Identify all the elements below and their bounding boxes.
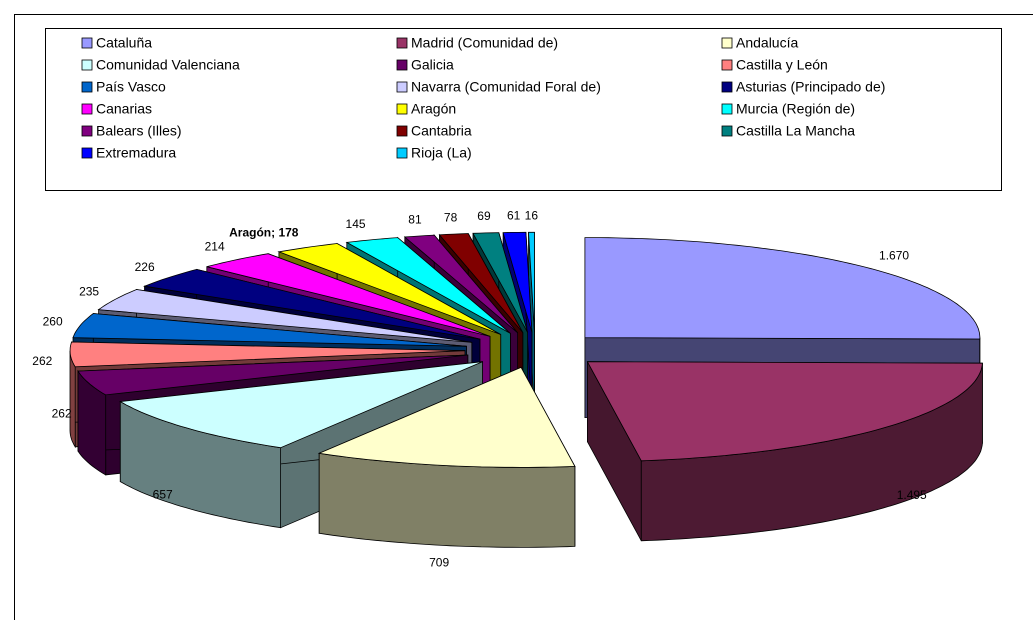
legend-swatch: [396, 37, 408, 49]
legend-label: Murcia (Región de): [736, 101, 855, 117]
legend-label: Extremadura: [96, 145, 176, 161]
legend-swatch: [81, 81, 93, 93]
data-label: 16: [525, 208, 539, 222]
slice-top: [472, 232, 528, 333]
legend-label: Cantabria: [411, 123, 472, 139]
data-label: Aragón; 178: [229, 226, 299, 240]
legend-swatch: [721, 59, 733, 71]
slice: [317, 366, 576, 548]
slice-top: [403, 234, 518, 334]
data-label: 145: [346, 217, 366, 231]
slice-top: [502, 231, 533, 333]
legend-label: Castilla y León: [736, 57, 828, 73]
legend-label: Asturias (Principado de): [736, 79, 885, 95]
legend-label: Cataluña: [96, 35, 152, 51]
legend-label: Andalucía: [736, 35, 798, 51]
data-label: 214: [205, 240, 225, 254]
slice-top: [345, 237, 511, 334]
legend-swatch: [81, 59, 93, 71]
slice-top: [77, 354, 468, 396]
data-label: 235: [79, 285, 99, 299]
slice-top: [438, 233, 524, 333]
legend-label: Comunidad Valenciana: [96, 57, 240, 73]
legend-label: Aragón: [411, 101, 456, 117]
data-label: 262: [32, 354, 52, 368]
legend-swatch: [81, 125, 93, 137]
legend-label: Rioja (La): [411, 145, 472, 161]
slice-top: [584, 237, 981, 340]
legend-label: Canarias: [96, 101, 152, 117]
data-label: 262: [52, 407, 72, 421]
data-label: 78: [444, 211, 458, 225]
data-label: 81: [408, 213, 422, 227]
legend-label: País Vasco: [96, 79, 166, 95]
slice-top: [277, 243, 501, 335]
legend-swatch: [721, 37, 733, 49]
legend-box: [45, 28, 1002, 191]
slice-top: [72, 313, 467, 347]
slice-top: [69, 341, 466, 368]
slice-top: [317, 366, 576, 468]
data-label: 1.495: [897, 488, 927, 502]
data-label: 1.670: [879, 248, 909, 262]
legend-label: Navarra (Comunidad Foral de): [411, 79, 601, 95]
legend-label: Balears (Illes): [96, 123, 182, 139]
data-label: 709: [429, 556, 449, 570]
legend-swatch: [721, 81, 733, 93]
data-label: 69: [477, 209, 491, 223]
legend-swatch: [396, 147, 408, 159]
slice-top: [206, 253, 491, 337]
legend-swatch: [396, 125, 408, 137]
legend-swatch: [396, 81, 408, 93]
legend-swatch: [81, 147, 93, 159]
data-label: 260: [43, 314, 63, 328]
legend-swatch: [81, 37, 93, 49]
legend-swatch: [81, 103, 93, 115]
legend-swatch: [396, 59, 408, 71]
slice-top: [586, 361, 983, 462]
data-label: 61: [507, 209, 521, 223]
legend-swatch: [721, 103, 733, 115]
data-label: 226: [135, 260, 155, 274]
slice-top: [528, 231, 535, 333]
slice: [586, 361, 983, 542]
legend-swatch: [396, 103, 408, 115]
legend-label: Galicia: [411, 57, 454, 73]
slice-top: [142, 268, 480, 340]
slice-top: [119, 361, 483, 449]
data-label: 657: [153, 487, 173, 501]
legend-label: Madrid (Comunidad de): [411, 35, 558, 51]
slice-top: [97, 289, 472, 343]
legend-label: Castilla La Mancha: [736, 123, 855, 139]
legend-swatch: [721, 125, 733, 137]
